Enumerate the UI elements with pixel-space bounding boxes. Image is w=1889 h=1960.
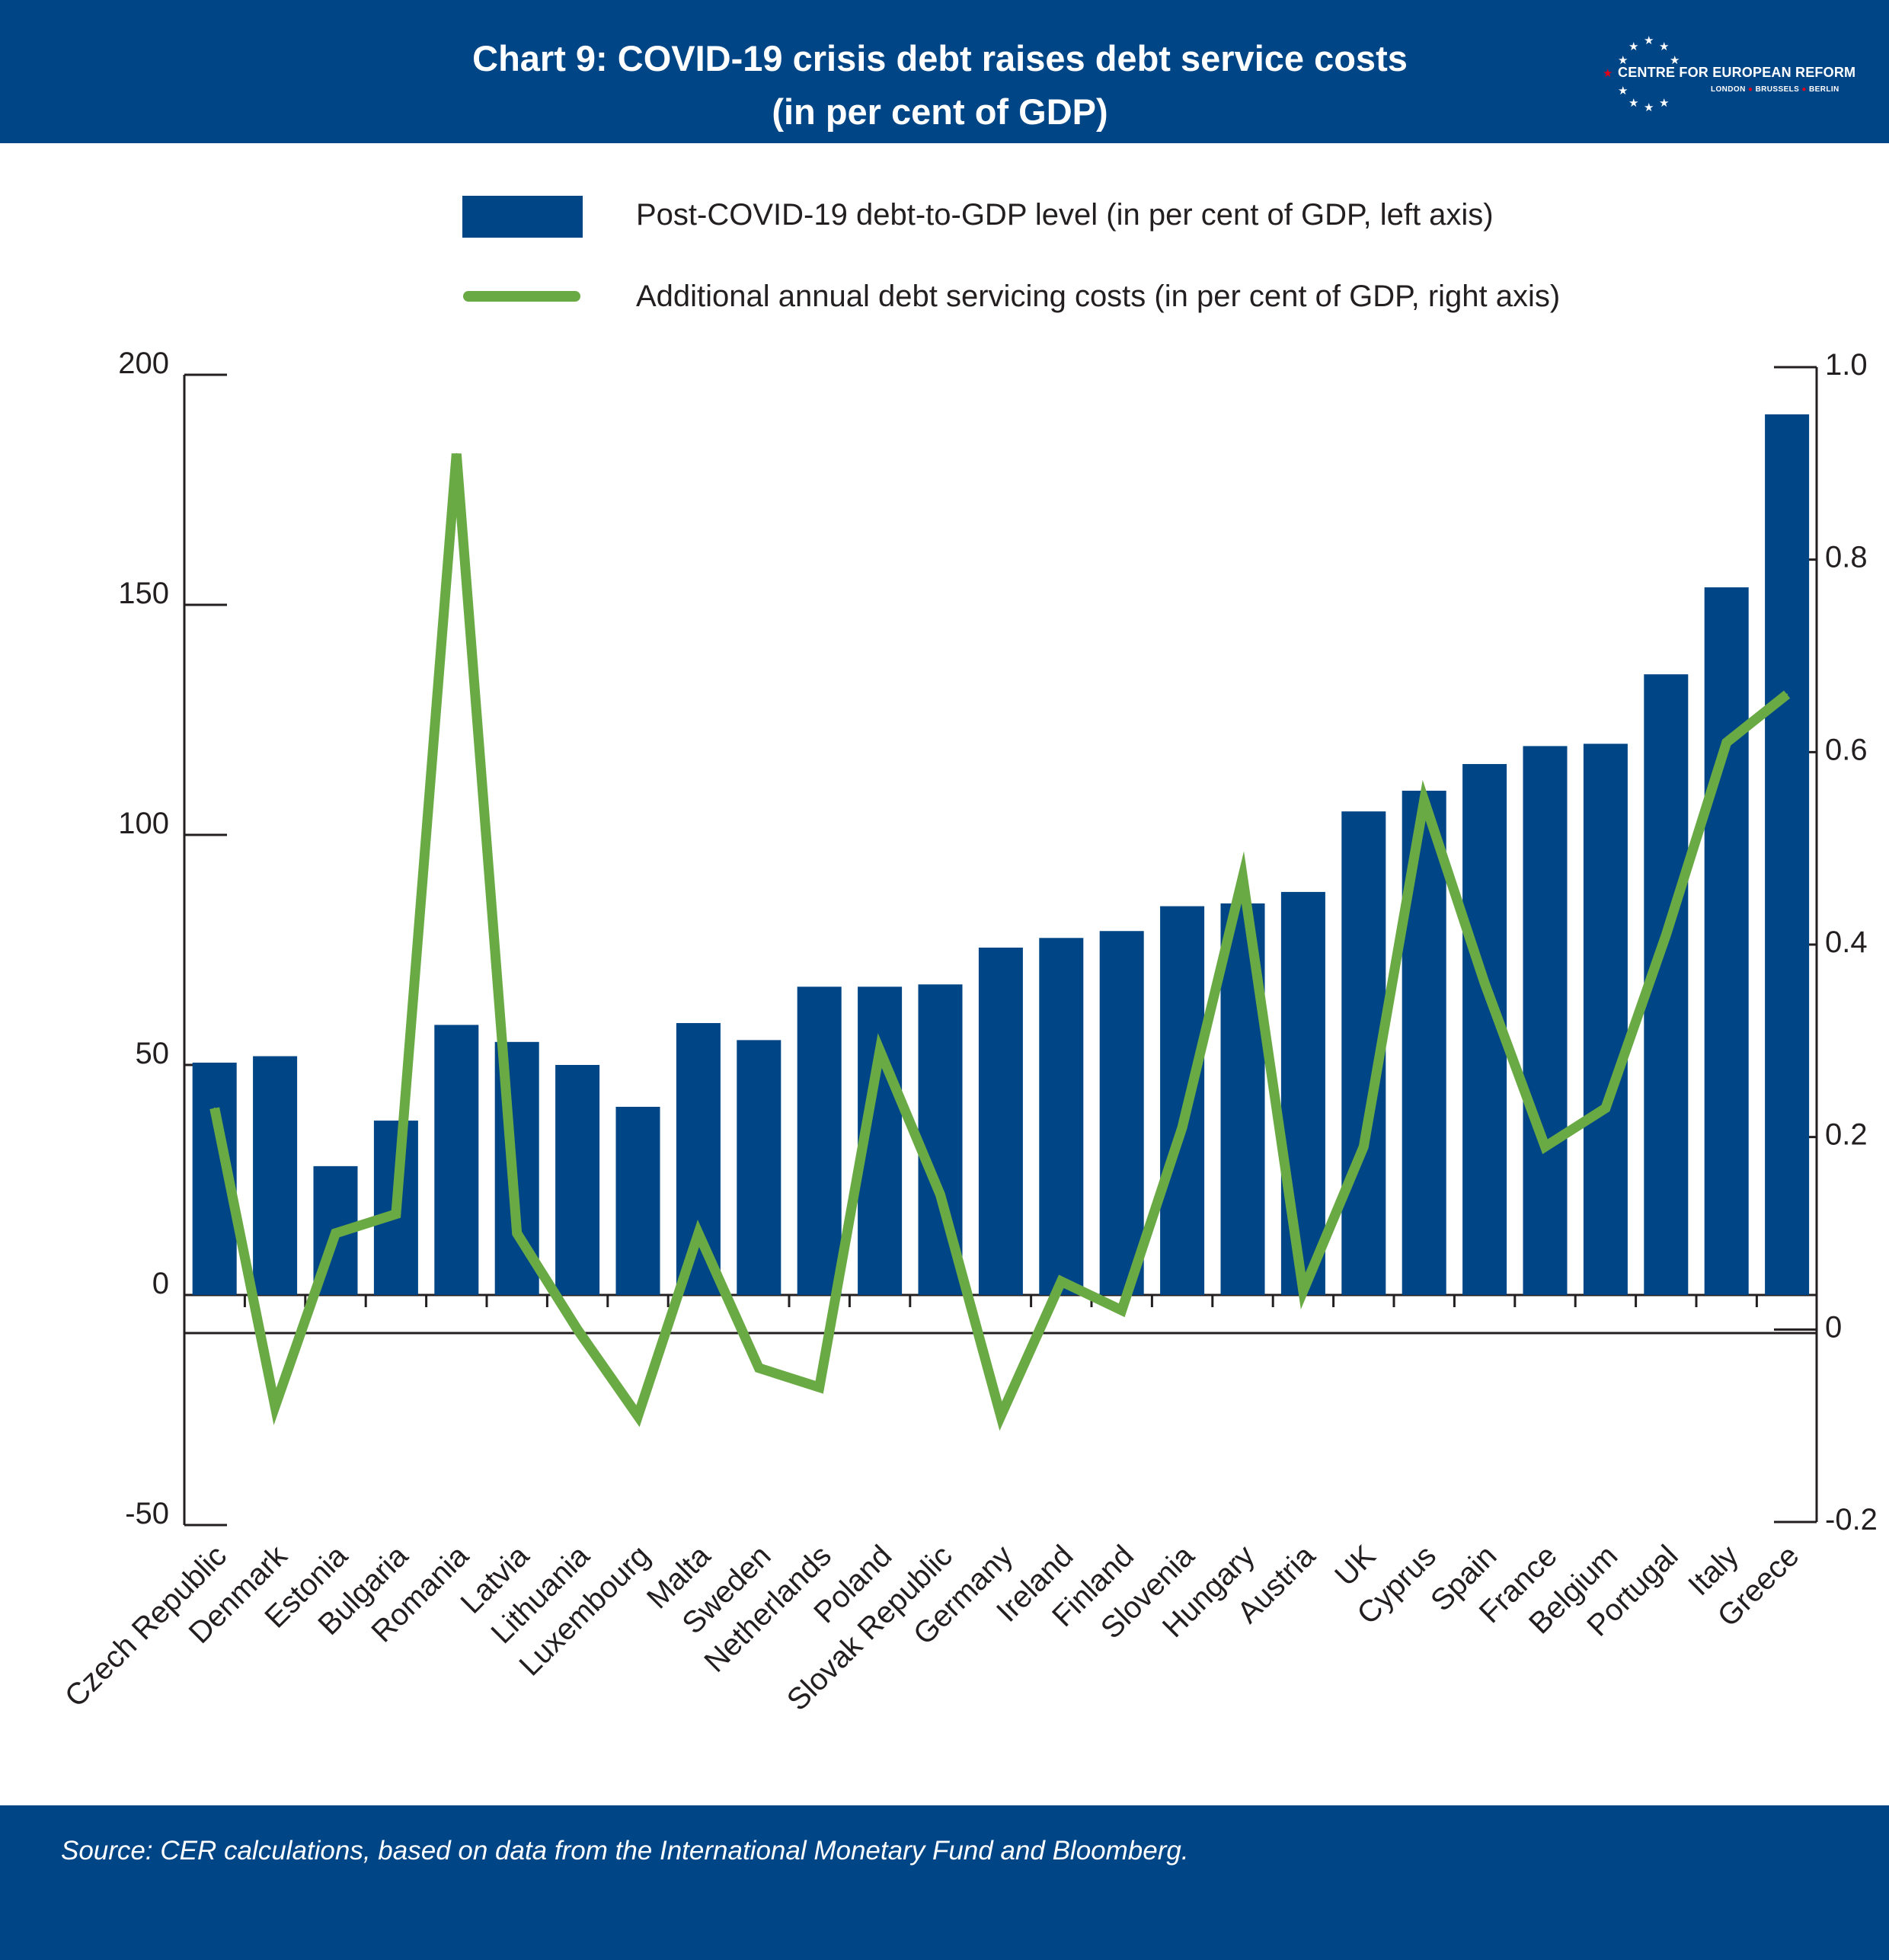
chart-footer: Source: CER calculations, based on data …: [0, 1805, 1889, 1960]
logo-star-icon: ★: [1629, 97, 1639, 110]
logo-city: BRUSSELS: [1755, 85, 1800, 94]
line-point: [1786, 693, 1788, 695]
left-axis-tick-label: 200: [118, 347, 169, 380]
left-axis-tick-label: 0: [152, 1267, 169, 1300]
logo-star-icon: ★: [1629, 40, 1639, 53]
left-axis-labels: 200 150 100 50 0 -50: [118, 347, 169, 1530]
right-axis-tick-label: 0.8: [1825, 541, 1868, 574]
line-point: [334, 1233, 337, 1234]
chart-title-line1: Chart 9: COVID-19 crisis debt raises deb…: [472, 38, 1408, 78]
right-axis-tick-label: 0: [1825, 1310, 1842, 1344]
bar: [1523, 746, 1568, 1295]
cer-logo: ★ ★ ★ ★ ★ ★ ★ ★ ★ ★ CENTRE FOR EUROPEAN …: [1600, 30, 1889, 114]
right-axis-labels: 1.0 0.8 0.6 0.4 0.2 0 -0.2: [1825, 348, 1878, 1536]
line-point: [999, 1415, 1002, 1418]
category-labels: Czech RepublicDenmarkEstoniaBulgariaRoma…: [59, 1539, 1806, 1718]
line-point: [213, 1107, 216, 1109]
logo-name: CENTRE FOR EUROPEAN REFORM: [1618, 65, 1856, 80]
line-point: [1544, 1146, 1546, 1148]
bar: [1704, 587, 1749, 1295]
left-axis-tick-label: -50: [125, 1497, 169, 1530]
logo-star-icon: ★: [1618, 85, 1629, 98]
line-point: [1423, 799, 1425, 801]
line-point: [879, 1049, 881, 1051]
logo-cities: LONDON ● BRUSSELS ● BERLIN: [1711, 85, 1839, 94]
line-point: [1604, 1107, 1606, 1109]
bar: [1160, 906, 1205, 1295]
line-point: [1181, 1127, 1184, 1129]
bar: [555, 1065, 600, 1295]
line-point: [516, 1233, 518, 1234]
bar: [978, 947, 1023, 1295]
right-axis-tick-label: 0.2: [1825, 1118, 1868, 1152]
line-point: [274, 1405, 276, 1408]
legend-line-label: Additional annual debt servicing costs (…: [636, 280, 1560, 313]
line-point: [697, 1233, 699, 1234]
legend-bar-label: Post-COVID-19 debt-to-GDP level (in per …: [636, 198, 1494, 232]
bar: [253, 1056, 298, 1295]
right-axis-tick-label: -0.2: [1825, 1503, 1878, 1536]
logo-star-icon: ★: [1603, 67, 1613, 80]
bar: [434, 1025, 479, 1295]
line-point: [1060, 1281, 1063, 1283]
line-point: [758, 1367, 760, 1369]
logo-star-icon: ★: [1644, 101, 1654, 114]
right-axis-tick-label: 0.4: [1825, 926, 1868, 959]
bar: [737, 1040, 781, 1295]
chart-legend: Post-COVID-19 debt-to-GDP level (in per …: [462, 196, 1560, 313]
line-point: [1484, 982, 1486, 984]
bar: [615, 1106, 660, 1295]
bar: [676, 1023, 721, 1295]
line-point: [1725, 741, 1728, 743]
line-point: [1665, 934, 1667, 936]
logo-star-icon: ★: [1644, 34, 1654, 47]
logo-city: BERLIN: [1809, 85, 1839, 94]
line-point: [1363, 1146, 1365, 1148]
bar: [1280, 891, 1325, 1295]
bar: [1765, 414, 1810, 1295]
chart-plot: Post-COVID-19 debt-to-GDP level (in per …: [59, 196, 1878, 1718]
logo-star-icon: ★: [1659, 40, 1670, 53]
logo-star-icon: ★: [1659, 97, 1670, 110]
line-point: [818, 1386, 820, 1389]
bar: [797, 986, 842, 1295]
legend-bar-swatch: [462, 196, 583, 238]
left-axis-tick-label: 100: [118, 807, 169, 840]
logo-star-icon: ★: [1618, 54, 1629, 67]
bar-series: [192, 414, 1810, 1295]
bar: [1099, 931, 1144, 1295]
source-note: Source: CER calculations, based on data …: [61, 1836, 1189, 1866]
category-ticks: [243, 1295, 1758, 1307]
left-axis-tick-label: 50: [136, 1037, 170, 1070]
chart-axes: [183, 366, 1818, 1527]
logo-star-icon: ★: [1670, 54, 1680, 67]
line-point: [1242, 876, 1244, 878]
left-axis-tick-label: 150: [118, 577, 169, 610]
line-point: [455, 452, 458, 455]
chart-header: Chart 9: COVID-19 crisis debt raises deb…: [0, 0, 1889, 143]
line-point: [939, 1194, 941, 1196]
line-point: [577, 1329, 579, 1331]
line-series: [209, 452, 1791, 1431]
bar: [1583, 743, 1628, 1295]
line-point: [637, 1415, 639, 1418]
chart-title-line2: (in per cent of GDP): [772, 91, 1108, 132]
logo-city: LONDON: [1711, 85, 1746, 94]
chart-title: Chart 9: COVID-19 crisis debt raises deb…: [0, 32, 1880, 139]
bar: [1039, 938, 1084, 1295]
right-axis-tick-label: 0.6: [1825, 733, 1868, 766]
line-point: [395, 1213, 397, 1215]
line-point: [1120, 1309, 1123, 1312]
right-axis-tick-label: 1.0: [1825, 348, 1868, 382]
line-point: [1302, 1290, 1304, 1292]
